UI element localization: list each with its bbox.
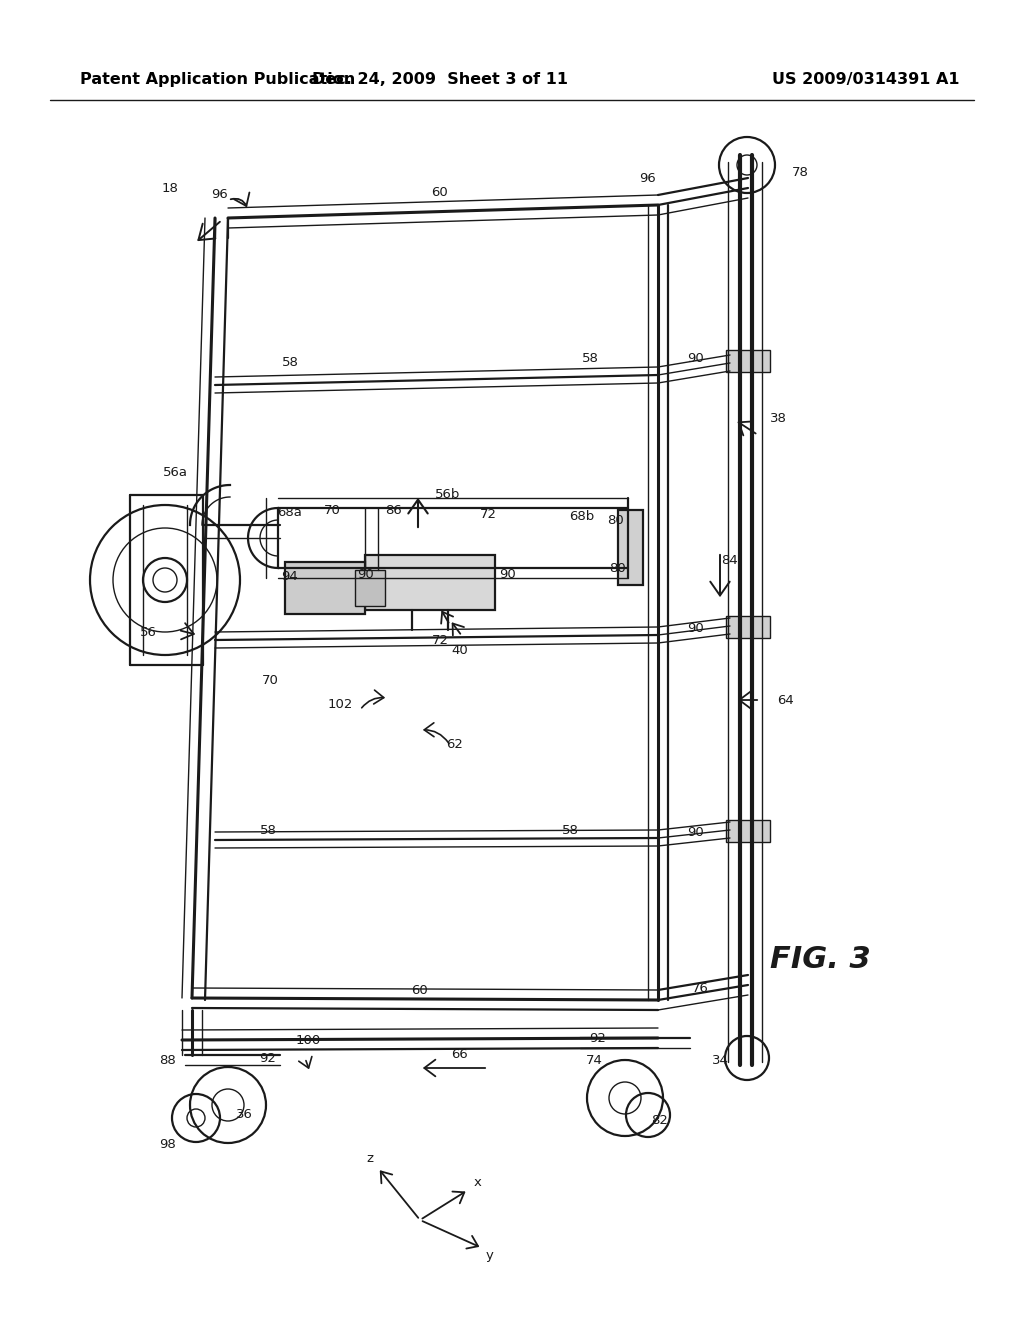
FancyBboxPatch shape (355, 570, 385, 606)
Text: 58: 58 (561, 824, 579, 837)
Text: 78: 78 (792, 165, 808, 178)
Text: 84: 84 (722, 553, 738, 566)
Text: 76: 76 (691, 982, 709, 994)
Text: 92: 92 (259, 1052, 276, 1064)
Text: 100: 100 (295, 1034, 321, 1047)
Text: FIG. 3: FIG. 3 (770, 945, 870, 974)
Text: 62: 62 (446, 738, 464, 751)
Text: y: y (486, 1249, 494, 1262)
Text: 90: 90 (688, 622, 705, 635)
FancyBboxPatch shape (365, 554, 495, 610)
Text: 88: 88 (160, 1053, 176, 1067)
Text: 72: 72 (479, 507, 497, 520)
Text: 82: 82 (651, 1114, 669, 1126)
Text: 58: 58 (582, 351, 598, 364)
Text: 90: 90 (500, 569, 516, 582)
FancyBboxPatch shape (618, 510, 643, 585)
Text: 94: 94 (282, 569, 298, 582)
Text: 90: 90 (688, 351, 705, 364)
Text: Dec. 24, 2009  Sheet 3 of 11: Dec. 24, 2009 Sheet 3 of 11 (312, 73, 568, 87)
Text: 70: 70 (324, 503, 340, 516)
Text: 102: 102 (328, 698, 352, 711)
Text: 80: 80 (606, 513, 624, 527)
FancyBboxPatch shape (726, 616, 770, 638)
Text: 18: 18 (162, 181, 178, 194)
Text: 70: 70 (261, 673, 279, 686)
Text: 90: 90 (356, 569, 374, 582)
Text: 74: 74 (586, 1053, 602, 1067)
Text: 58: 58 (282, 355, 298, 368)
Text: 68b: 68b (569, 511, 595, 524)
Text: 96: 96 (212, 187, 228, 201)
FancyBboxPatch shape (285, 562, 365, 614)
Text: 92: 92 (590, 1031, 606, 1044)
Text: x: x (474, 1176, 482, 1188)
Text: 56a: 56a (163, 466, 187, 479)
Text: z: z (367, 1151, 374, 1164)
Text: 80: 80 (608, 561, 626, 574)
Text: 86: 86 (386, 503, 402, 516)
Text: 58: 58 (259, 824, 276, 837)
FancyBboxPatch shape (726, 350, 770, 372)
Text: Patent Application Publication: Patent Application Publication (80, 73, 355, 87)
Text: 90: 90 (688, 825, 705, 838)
FancyBboxPatch shape (726, 820, 770, 842)
Text: 56: 56 (139, 626, 157, 639)
Text: 40: 40 (452, 644, 468, 656)
Text: 38: 38 (770, 412, 786, 425)
Text: 60: 60 (432, 186, 449, 198)
Text: 98: 98 (160, 1138, 176, 1151)
Text: 36: 36 (236, 1109, 253, 1122)
Text: US 2009/0314391 A1: US 2009/0314391 A1 (772, 73, 961, 87)
Text: 60: 60 (412, 983, 428, 997)
Text: 64: 64 (776, 693, 794, 706)
Text: 66: 66 (452, 1048, 468, 1060)
Text: 56b: 56b (435, 487, 461, 500)
Text: 34: 34 (712, 1053, 728, 1067)
Text: 72: 72 (431, 634, 449, 647)
Text: 68a: 68a (278, 507, 302, 520)
Text: 96: 96 (640, 172, 656, 185)
